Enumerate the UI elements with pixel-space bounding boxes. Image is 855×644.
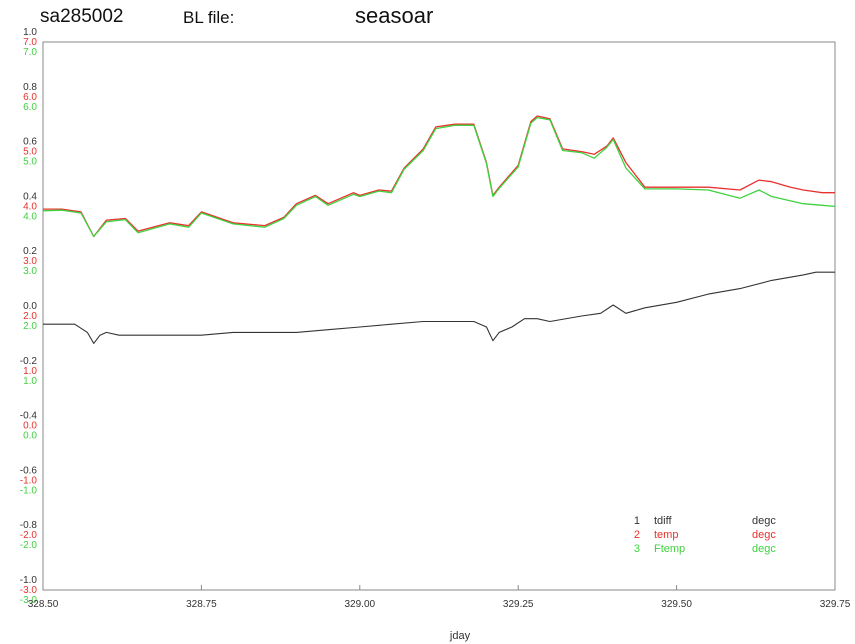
y-tick-label-ftemp: -1.0 xyxy=(20,485,38,496)
legend: 1 tdiff degc 2 temp degc 3 Ftemp degc xyxy=(634,515,776,555)
y-tick-label-temp: 2.0 xyxy=(23,311,37,322)
legend-units: degc xyxy=(752,529,776,541)
y-tick-label-ftemp: -3.0 xyxy=(20,595,38,606)
x-tick-label: 328.50 xyxy=(28,599,59,610)
file-label: BL file: xyxy=(183,8,235,27)
y-tick-label-temp: 5.0 xyxy=(23,147,37,158)
series-line-temp xyxy=(43,115,835,238)
legend-units: degc xyxy=(752,515,776,527)
y-tick-label-tdiff: -0.4 xyxy=(20,411,38,422)
x-tick-label: 329.00 xyxy=(345,599,376,610)
y-tick-label-tdiff: 0.0 xyxy=(23,301,37,312)
legend-series-name: temp xyxy=(654,529,678,541)
y-tick-label-ftemp: 0.0 xyxy=(23,431,37,442)
x-tick-label: 328.75 xyxy=(186,599,217,610)
y-tick-label-tdiff: -0.8 xyxy=(20,520,38,531)
instrument-name: seasoar xyxy=(355,3,434,28)
y-tick-label-ftemp: 2.0 xyxy=(23,321,37,332)
y-axis-labels: -1.0 -0.8 -0.6 -0.4 -0.2 0.0 0.2 0.4 0.6 0.8 1.0 -3… xyxy=(20,27,38,606)
y-tick-label-temp: -2.0 xyxy=(20,530,38,541)
x-tick-label: 329.25 xyxy=(503,599,534,610)
y-tick-label-temp: -3.0 xyxy=(20,585,38,596)
y-tick-label-tdiff: 0.4 xyxy=(23,191,37,202)
legend-units: degc xyxy=(752,543,776,555)
y-tick-label-ftemp: 1.0 xyxy=(23,376,37,387)
legend-series-name: Ftemp xyxy=(654,543,685,555)
series-line-tdiff xyxy=(43,271,835,344)
y-tick-label-tdiff: 0.8 xyxy=(23,82,37,93)
y-tick-label-ftemp: 7.0 xyxy=(23,47,37,58)
chart-header: sa285002 BL file: seasoar xyxy=(0,0,855,40)
x-axis: 328.50 328.75 329.00 329.25 329.50 329.75 xyxy=(28,585,851,610)
legend-number: 3 xyxy=(634,543,640,555)
legend-series-name: tdiff xyxy=(654,515,672,527)
y-tick-label-tdiff: -0.2 xyxy=(20,356,38,367)
legend-number: 2 xyxy=(634,529,640,541)
y-tick-label-tdiff: -0.6 xyxy=(20,465,38,476)
series-lines xyxy=(42,115,836,344)
y-tick-label-ftemp: -2.0 xyxy=(20,540,38,551)
legend-number: 1 xyxy=(634,515,640,527)
y-tick-label-temp: 0.0 xyxy=(23,421,37,432)
plot-frame xyxy=(42,41,836,591)
y-tick-label-ftemp: 3.0 xyxy=(23,266,37,277)
x-tick-label: 329.50 xyxy=(661,599,692,610)
y-tick-label-temp: 3.0 xyxy=(23,256,37,267)
y-tick-label-ftemp: 4.0 xyxy=(23,211,37,222)
y-tick-label-tdiff: -1.0 xyxy=(20,575,38,586)
y-tick-label-temp: 7.0 xyxy=(23,37,37,48)
y-tick-label-temp: 4.0 xyxy=(23,201,37,212)
x-tick-label: 329.75 xyxy=(820,599,851,610)
y-tick-label-ftemp: 6.0 xyxy=(23,102,37,113)
y-tick-label-tdiff: 1.0 xyxy=(23,27,37,38)
y-tick-label-temp: 6.0 xyxy=(23,92,37,103)
y-tick-label-tdiff: 0.2 xyxy=(23,246,37,257)
x-axis-label: jday xyxy=(449,630,471,642)
series-line-ftemp xyxy=(42,116,836,238)
y-tick-label-temp: 1.0 xyxy=(23,366,37,377)
y-tick-label-temp: -1.0 xyxy=(20,475,38,486)
y-tick-label-tdiff: 0.6 xyxy=(23,137,37,148)
y-tick-label-ftemp: 5.0 xyxy=(23,157,37,168)
run-id: sa285002 xyxy=(40,6,124,27)
